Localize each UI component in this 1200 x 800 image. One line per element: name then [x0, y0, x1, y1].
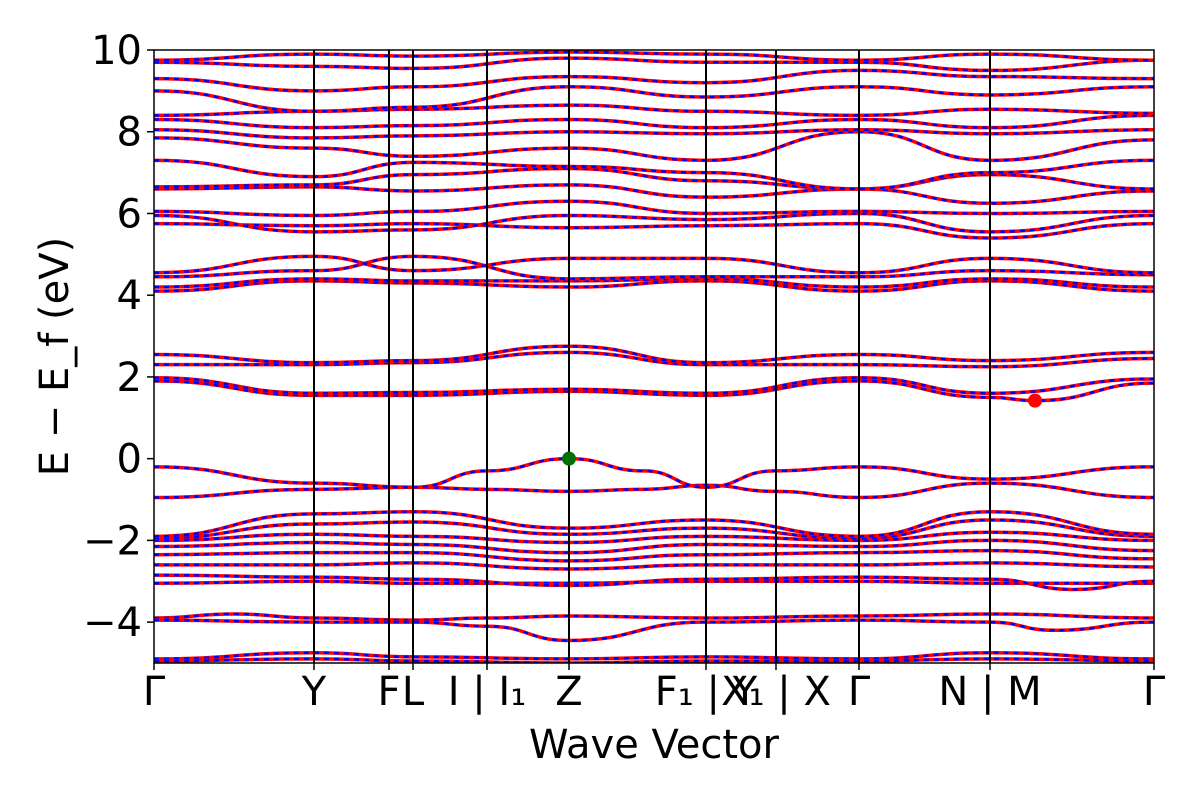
band-dash-1 [154, 657, 1154, 663]
band-dash-19 [154, 277, 1154, 289]
band-dash-23 [154, 212, 1154, 234]
band-dash-2 [154, 612, 1154, 622]
y-tick-label-0: −4 [83, 600, 142, 646]
x-tick-label-1: Y [301, 669, 327, 715]
x-tick-label-10: Γ [1143, 669, 1166, 715]
band-dash-8 [154, 539, 1154, 554]
band-dash-28 [154, 130, 1154, 162]
y-tick-label-3: 2 [117, 355, 142, 401]
band-dash-12 [154, 481, 1154, 499]
x-axis-label: Wave Vector [529, 722, 780, 768]
y-tick-label-7: 10 [91, 28, 142, 74]
band-dash-27 [154, 159, 1154, 191]
y-tick-label-6: 8 [117, 110, 142, 156]
band-dash-16 [154, 351, 1154, 368]
band-dash-18 [154, 279, 1154, 293]
y-tick-label-1: −2 [83, 518, 142, 564]
band-dash-24 [154, 199, 1154, 217]
band-dash-34 [154, 56, 1154, 72]
band-dash-22 [154, 222, 1154, 240]
band-dash-7 [154, 549, 1154, 563]
plot-frame [153, 49, 1155, 664]
band-dash-17 [154, 345, 1154, 364]
band-dash-10 [154, 518, 1154, 540]
x-tick-label-4: I | I₁ [448, 669, 527, 715]
x-tick-label-3: L [402, 669, 425, 715]
x-tick-label-9: N | M [938, 669, 1041, 715]
band-dash-29 [154, 128, 1154, 140]
marker-vbm [562, 451, 576, 466]
band-dash-25 [154, 183, 1154, 205]
y-axis-label: E − E_f (eV) [32, 237, 78, 476]
band-dash-15 [154, 376, 1154, 395]
x-tick-label-0: Γ [143, 669, 166, 715]
bands-layer [154, 50, 1154, 663]
markers-layer [562, 393, 1042, 466]
band-dash-26 [154, 167, 1154, 191]
band-dash-4 [154, 580, 1154, 585]
x-tick-label-8: Γ [848, 669, 871, 715]
band-dash-33 [154, 69, 1154, 93]
x-tick-label-6: F₁ | Y [655, 669, 758, 715]
y-tick-label-5: 6 [117, 191, 142, 237]
band-dash-35 [154, 50, 1154, 62]
band-dash-20 [154, 255, 1154, 281]
x-tick-label-2: F [377, 669, 400, 715]
y-tick-label-2: 0 [117, 437, 142, 483]
band-line-28 [154, 129, 1154, 163]
band-dash-14 [154, 379, 1154, 402]
marker-cbm [1028, 393, 1042, 408]
band-dash-6 [154, 561, 1154, 571]
band-line-5 [154, 573, 1154, 592]
y-tick-label-4: 4 [117, 273, 142, 319]
kpath-lines [313, 50, 991, 663]
band-dash-11 [154, 510, 1154, 538]
band-line-21 [154, 254, 1154, 275]
band-dash-32 [154, 85, 1154, 113]
band-dash-13 [154, 457, 1154, 489]
band-line-3 [154, 618, 1154, 643]
band-dash-9 [154, 530, 1154, 544]
band-dash-3 [154, 618, 1154, 642]
y-axis-ticks: −4 −2 0 2 4 6 8 10 [83, 28, 154, 646]
x-tick-label-5: Z [555, 669, 582, 715]
band-dash-0 [154, 651, 1154, 661]
band-dash-30 [154, 114, 1154, 129]
x-tick-label-7: X₁ | X [721, 669, 831, 715]
